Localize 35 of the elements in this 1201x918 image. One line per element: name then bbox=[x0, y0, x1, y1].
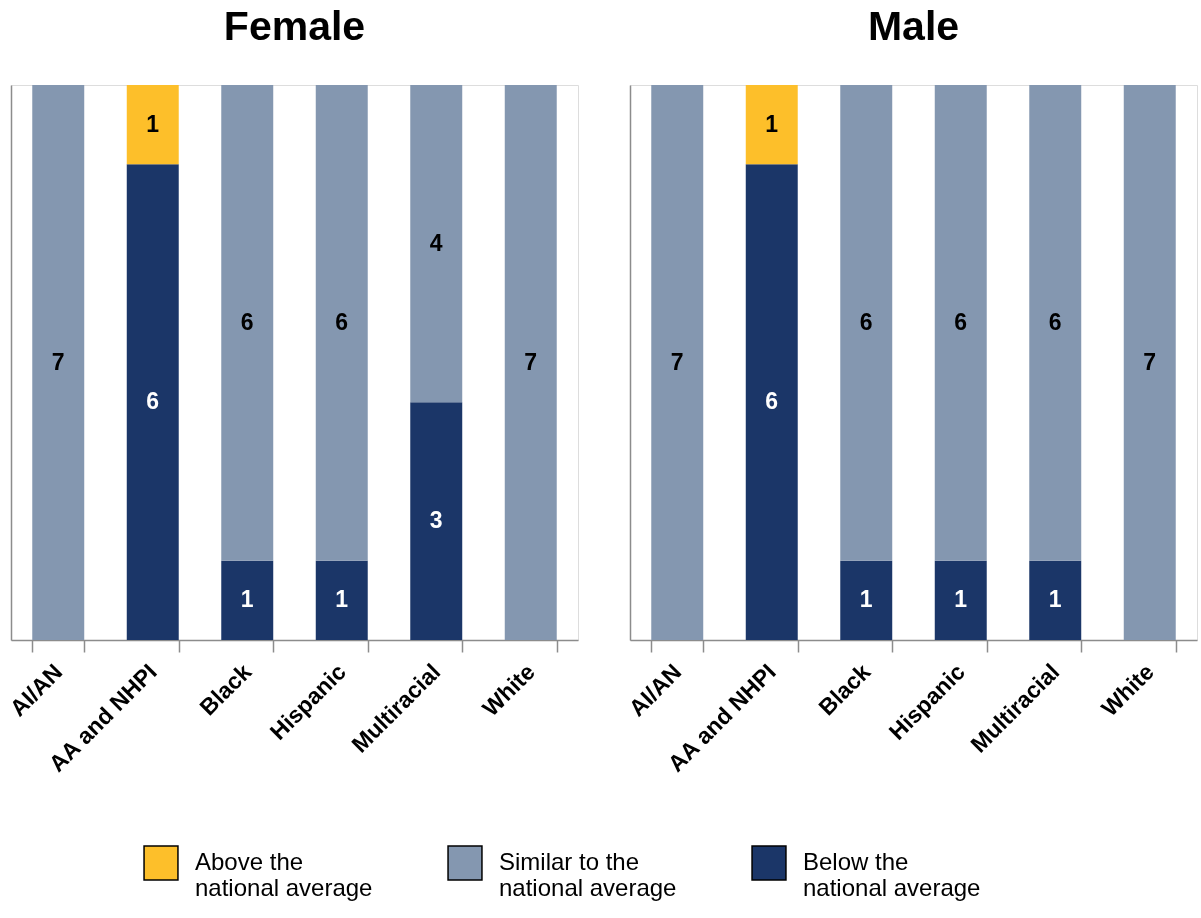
bar bbox=[410, 402, 463, 640]
bar bbox=[221, 85, 274, 561]
data-label: 6 bbox=[1048, 308, 1062, 335]
data-label: 1 bbox=[765, 110, 779, 137]
bar bbox=[126, 85, 179, 165]
data-label: 7 bbox=[524, 348, 538, 375]
data-label: 1 bbox=[1048, 586, 1062, 613]
bar bbox=[32, 85, 85, 640]
bar bbox=[504, 85, 557, 640]
bar bbox=[126, 164, 179, 640]
data-label: 6 bbox=[335, 308, 349, 335]
chart-title: Male bbox=[867, 3, 960, 49]
data-label: 1 bbox=[335, 586, 349, 613]
bar bbox=[410, 85, 463, 403]
data-label: 7 bbox=[1143, 348, 1157, 375]
chart-title: Female bbox=[223, 3, 366, 49]
data-label: 7 bbox=[51, 348, 65, 375]
data-label: 6 bbox=[765, 388, 779, 415]
data-label: 1 bbox=[146, 110, 160, 137]
data-label: 6 bbox=[954, 308, 968, 335]
data-label: 1 bbox=[954, 586, 968, 613]
bar bbox=[221, 560, 274, 640]
data-label: 6 bbox=[146, 388, 160, 415]
data-label: 6 bbox=[859, 308, 873, 335]
data-label: 7 bbox=[670, 348, 684, 375]
data-label: 1 bbox=[240, 586, 254, 613]
legend-label: Below the national average bbox=[803, 848, 981, 901]
data-label: 1 bbox=[859, 586, 873, 613]
data-label: 6 bbox=[240, 308, 254, 335]
data-label: 4 bbox=[429, 229, 443, 256]
legend-label: Similar to the national average bbox=[499, 848, 677, 901]
bar bbox=[315, 560, 368, 640]
bar bbox=[315, 85, 368, 561]
legend-label: Above the national average bbox=[195, 848, 373, 901]
data-label: 3 bbox=[429, 507, 443, 534]
